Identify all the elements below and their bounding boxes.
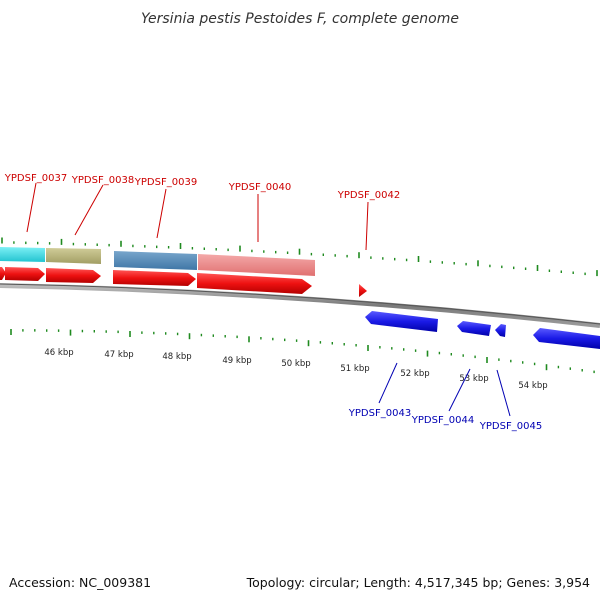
gene-label-ypdsf-0040[interactable]: YPDSF_0040 xyxy=(228,182,291,193)
gene-label-ypdsf-0043[interactable]: YPDSF_0043 xyxy=(348,408,411,419)
gene-label-leader xyxy=(74,184,104,236)
gene-label-ypdsf-0042[interactable]: YPDSF_0042 xyxy=(337,190,400,201)
accession-text: Accession: NC_009381 xyxy=(9,575,151,590)
feature-band-steel xyxy=(114,251,197,270)
scale-label: 46 kbp xyxy=(44,348,73,358)
reverse-gene-labels: YPDSF_0043 YPDSF_0044 YPDSF_0045 xyxy=(348,362,542,432)
reverse-gene-arrow[interactable] xyxy=(457,321,491,336)
forward-gene-arrow[interactable] xyxy=(5,267,45,281)
scale-label: 50 kbp xyxy=(281,359,310,369)
gene-label-leader xyxy=(496,369,511,417)
gene-label-leader xyxy=(378,362,398,404)
gene-label-ypdsf-0038[interactable]: YPDSF_0038 xyxy=(71,175,134,186)
gene-label-ypdsf-0045[interactable]: YPDSF_0045 xyxy=(479,421,542,432)
outer-tick-ring xyxy=(1,237,598,277)
scale-label: 52 kbp xyxy=(400,369,429,379)
scale-label: 53 kbp xyxy=(459,374,488,384)
forward-gene-arrow[interactable] xyxy=(197,273,312,294)
forward-gene-arrow[interactable] xyxy=(359,284,367,297)
topology-summary-text: Topology: circular; Length: 4,517,345 bp… xyxy=(246,575,590,590)
feature-band xyxy=(0,247,315,276)
scale-label: 51 kbp xyxy=(340,364,369,374)
gene-label-leader xyxy=(156,188,167,239)
reverse-gene-arrow[interactable] xyxy=(495,324,506,337)
gene-label-leader xyxy=(26,182,37,233)
forward-genes xyxy=(0,267,367,297)
scale-labels: 46 kbp 47 kbp 48 kbp 49 kbp 50 kbp 51 kb… xyxy=(44,348,547,391)
feature-band-cyan xyxy=(0,247,45,262)
inner-tick-ring xyxy=(10,329,595,374)
gene-label-ypdsf-0037[interactable]: YPDSF_0037 xyxy=(4,173,67,184)
scale-label: 54 kbp xyxy=(518,381,547,391)
forward-gene-arrow[interactable] xyxy=(46,268,101,283)
forward-gene-arrow[interactable] xyxy=(113,270,196,286)
scale-label: 48 kbp xyxy=(162,352,191,362)
reverse-gene-arrow[interactable] xyxy=(533,328,600,349)
scale-label: 47 kbp xyxy=(104,350,133,360)
feature-band-olive xyxy=(46,248,101,264)
genome-backbone-line xyxy=(0,283,600,325)
reverse-genes xyxy=(365,311,600,349)
gene-label-leader xyxy=(365,201,369,251)
gene-label-ypdsf-0039[interactable]: YPDSF_0039 xyxy=(134,177,197,188)
gene-label-leader xyxy=(448,368,471,412)
feature-band-pink xyxy=(198,254,315,276)
gene-label-ypdsf-0044[interactable]: YPDSF_0044 xyxy=(411,415,474,426)
map-title: Yersinia pestis Pestoides F, complete ge… xyxy=(141,11,459,27)
genome-backbone xyxy=(0,283,600,328)
forward-gene-arrow[interactable] xyxy=(0,267,6,280)
scale-label: 49 kbp xyxy=(222,356,251,366)
reverse-gene-arrow[interactable] xyxy=(365,311,438,332)
forward-gene-labels: YPDSF_0037 YPDSF_0038 YPDSF_0039 YPDSF_0… xyxy=(4,173,400,251)
